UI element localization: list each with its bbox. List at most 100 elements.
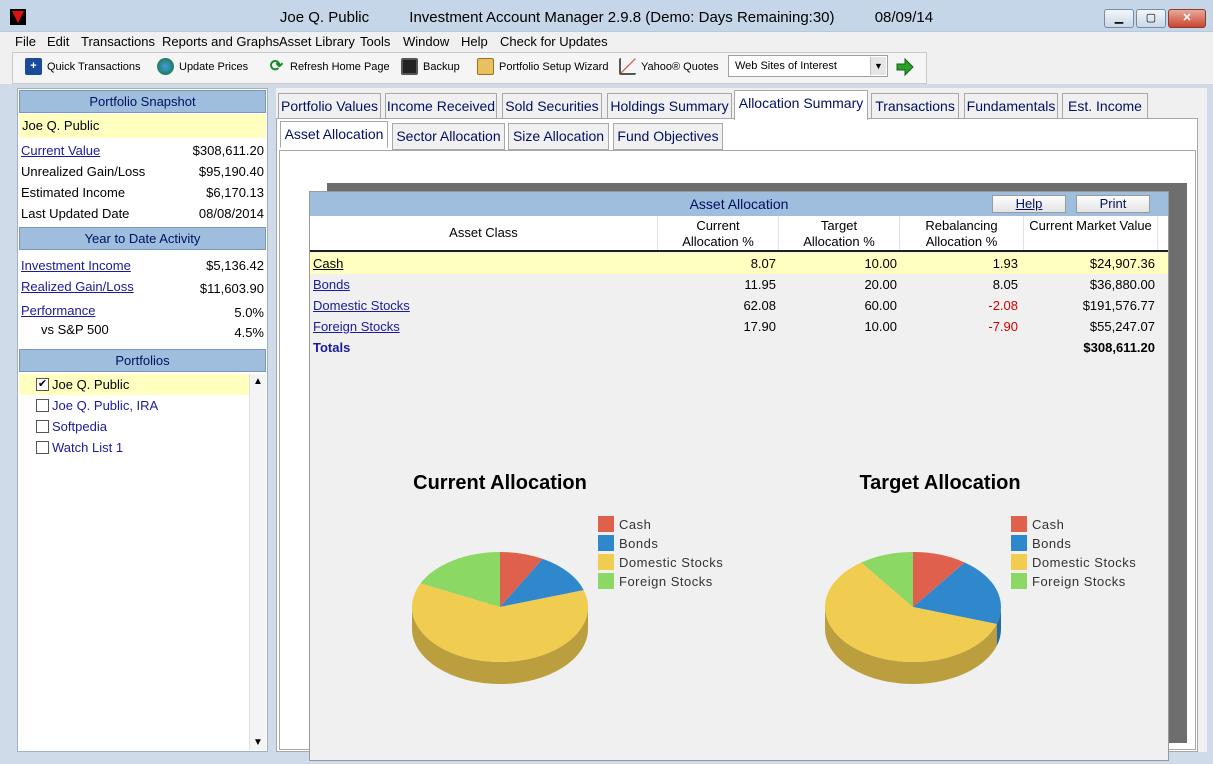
refresh-home-button[interactable]: ⟳ Refresh Home Page [268,58,390,75]
tab-transactions[interactable]: Transactions [871,93,959,120]
checkbox[interactable] [36,420,49,433]
maximize-button[interactable]: ▢ [1136,9,1166,28]
menu-transactions[interactable]: Transactions [81,34,155,49]
checkbox-checked[interactable]: ✔ [36,378,49,391]
subtab-fund-objectives[interactable]: Fund Objectives [613,123,723,150]
current-value-link[interactable]: Current Value [21,143,101,158]
current-pct: 11.95 [744,277,776,292]
realized-link[interactable]: Realized Gain/Loss [21,279,134,294]
menu-file[interactable]: File [15,34,36,49]
col-market-value: Current Market Value [1024,216,1158,250]
asset-class-link[interactable]: Bonds [313,277,350,292]
current-pct: 8.07 [750,256,776,271]
menu-check-for-updates[interactable]: Check for Updates [500,34,608,49]
legend-label: Domestic Stocks [1032,554,1137,570]
current-allocation-title: Current Allocation [413,472,587,494]
current-allocation-pie [412,552,588,684]
realized-row: Realized Gain/Loss $11,603.90 [21,279,264,299]
portfolio-item[interactable]: Softpedia [19,416,250,437]
backup-button[interactable]: Backup [401,58,460,75]
menu-window[interactable]: Window [403,34,450,49]
portfolio-setup-wizard-button[interactable]: Portfolio Setup Wizard [477,58,608,75]
legend-label: Cash [1032,516,1065,532]
report-title: Asset Allocation [689,196,789,212]
investment-income-value: $5,136.42 [206,258,264,273]
menu-help[interactable]: Help [461,34,488,49]
unrealized-label: Unrealized Gain/Loss [21,164,146,179]
chevron-up-icon[interactable]: ▲ [253,376,263,387]
report-header: Asset Allocation Help Print [310,192,1168,216]
col-rebalancing: Rebalancing Allocation % [900,216,1024,250]
portfolio-item[interactable]: Joe Q. Public, IRA [19,395,250,416]
chart-icon [619,58,636,75]
tab-est-income[interactable]: Est. Income [1062,93,1148,120]
asset-class-link[interactable]: Domestic Stocks [313,298,410,313]
menu-tools[interactable]: Tools [360,34,391,49]
totals-row: Totals $308,611.20 [310,337,1168,358]
tab-portfolio-values[interactable]: Portfolio Values [278,93,381,120]
plus-icon: + [25,58,42,75]
pie-slice-bonds [500,558,584,607]
minimize-button[interactable]: ▁ [1104,9,1134,28]
pie-slice-domestic-stocks [412,583,588,662]
current-pct: 62.08 [743,298,776,313]
subtab-asset-allocation[interactable]: Asset Allocation [280,121,388,148]
portfolio-item[interactable]: ✔ Joe Q. Public [19,374,249,395]
col-target: Target Allocation % [779,216,900,250]
subtab-size-allocation[interactable]: Size Allocation [508,123,609,150]
rebal-pct: -7.90 [988,319,1018,334]
legend-item: Foreign Stocks [598,573,713,589]
table-row[interactable]: Domestic Stocks 62.08 60.00 -2.08 $191,5… [310,295,1168,316]
globe-icon [157,58,174,75]
performance-row: Performance 5.0% [21,303,264,323]
pie-slice-bonds [913,562,1001,624]
investment-income-link[interactable]: Investment Income [21,258,131,273]
portfolio-setup-wizard-label: Portfolio Setup Wizard [499,60,609,73]
window-title: Joe Q. Public Investment Account Manager… [0,9,1213,26]
close-button[interactable]: ✕ [1168,9,1206,28]
table-row[interactable]: Cash 8.07 10.00 1.93 $24,907.36 [310,253,1168,274]
tab-sold-securities[interactable]: Sold Securities [502,93,602,120]
legend-swatch [1011,535,1027,551]
yahoo-quotes-button[interactable]: Yahoo® Quotes [619,58,719,75]
menu-reports-and-graphs[interactable]: Reports and Graphs [162,34,280,49]
quick-transactions-button[interactable]: + Quick Transactions [25,58,141,75]
tab-income-received[interactable]: Income Received [385,93,497,120]
left-panel: Portfolio Snapshot Joe Q. Public Current… [17,88,268,752]
subtab-sector-allocation[interactable]: Sector Allocation [392,123,505,150]
help-button[interactable]: Help [992,195,1066,213]
tab-holdings-summary[interactable]: Holdings Summary [607,93,732,120]
app-logo-icon [10,9,26,25]
portfolios-scrollbar[interactable]: ▲ ▼ [249,374,266,750]
go-arrow-icon[interactable] [895,57,915,77]
checkbox[interactable] [36,441,49,454]
tab-fundamentals[interactable]: Fundamentals [964,93,1058,120]
chevron-down-icon[interactable]: ▼ [253,737,263,748]
table-row[interactable]: Bonds 11.95 20.00 8.05 $36,880.00 [310,274,1168,295]
legend-item: Bonds [1011,535,1071,551]
web-sites-select[interactable]: Web Sites of Interest ▼ [728,55,888,77]
target-pct: 10.00 [864,256,897,271]
unrealized-row: Unrealized Gain/Loss $95,190.40 [21,162,264,182]
chevron-down-icon: ▼ [870,57,886,75]
portfolio-name: Joe Q. Public, IRA [52,398,159,413]
asset-class-link[interactable]: Cash [313,256,344,271]
update-prices-button[interactable]: Update Prices [157,58,248,75]
menu-edit[interactable]: Edit [47,34,70,49]
portfolio-item[interactable]: Watch List 1 [19,437,250,458]
update-prices-label: Update Prices [179,60,249,73]
col-asset-class: Asset Class [310,216,658,250]
tab-allocation-summary[interactable]: Allocation Summary [734,90,868,120]
asset-class-link[interactable]: Foreign Stocks [313,319,400,334]
title-user: Joe Q. Public [279,9,370,26]
print-button[interactable]: Print [1076,195,1150,213]
realized-value: $11,603.90 [199,281,264,296]
performance-link[interactable]: Performance [21,303,96,318]
legend-swatch [598,554,614,570]
refresh-icon: ⟳ [269,58,284,75]
checkbox[interactable] [36,399,49,412]
legend-item: Cash [1011,516,1064,532]
legend-swatch [1011,573,1027,589]
table-row[interactable]: Foreign Stocks 17.90 10.00 -7.90 $55,247… [310,316,1168,337]
menu-asset-library[interactable]: Asset Library [279,34,355,49]
